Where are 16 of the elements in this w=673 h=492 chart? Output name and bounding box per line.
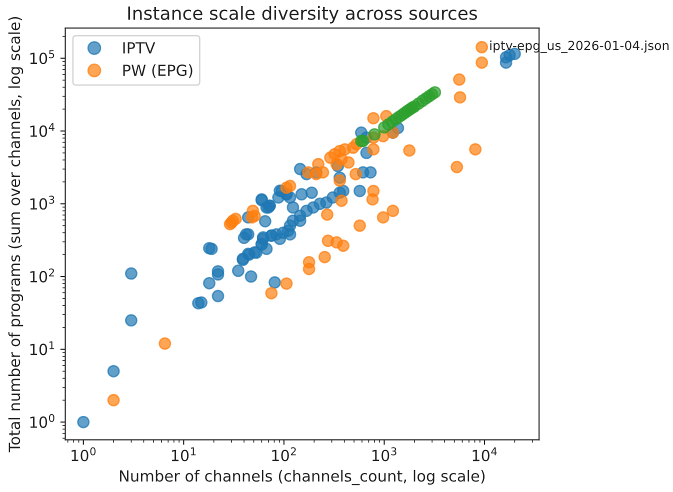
y-tick-label: 10$^{5}$ (30, 50, 54, 64)
x-tick-label: 10$^{0}$ (72, 447, 96, 462)
legend-label: PW (EPG) (123, 64, 192, 78)
y-tick-label: 10$^{3}$ (30, 196, 54, 210)
x-tick-label: 10$^{3}$ (372, 447, 396, 462)
x-axis-title: Number of channels (channels_count, log scale) (120, 470, 485, 486)
y-tick-label: 10$^{2}$ (30, 268, 54, 282)
y-tick-label: 10$^{0}$ (30, 414, 54, 428)
x-tick-label: 10$^{1}$ (172, 447, 196, 462)
legend-label: IPTV (123, 42, 156, 54)
x-tick-label: 10$^{2}$ (272, 447, 296, 462)
y-tick-label: 10$^{4}$ (30, 123, 54, 137)
y-tick-label: 10$^{1}$ (30, 341, 54, 356)
y-axis-title: Total number of programs (sum over channels, log scale) (8, 17, 24, 452)
x-tick-label: 10$^{4}$ (472, 447, 497, 462)
chart-title: Instance scale diversity across sources (128, 6, 477, 24)
